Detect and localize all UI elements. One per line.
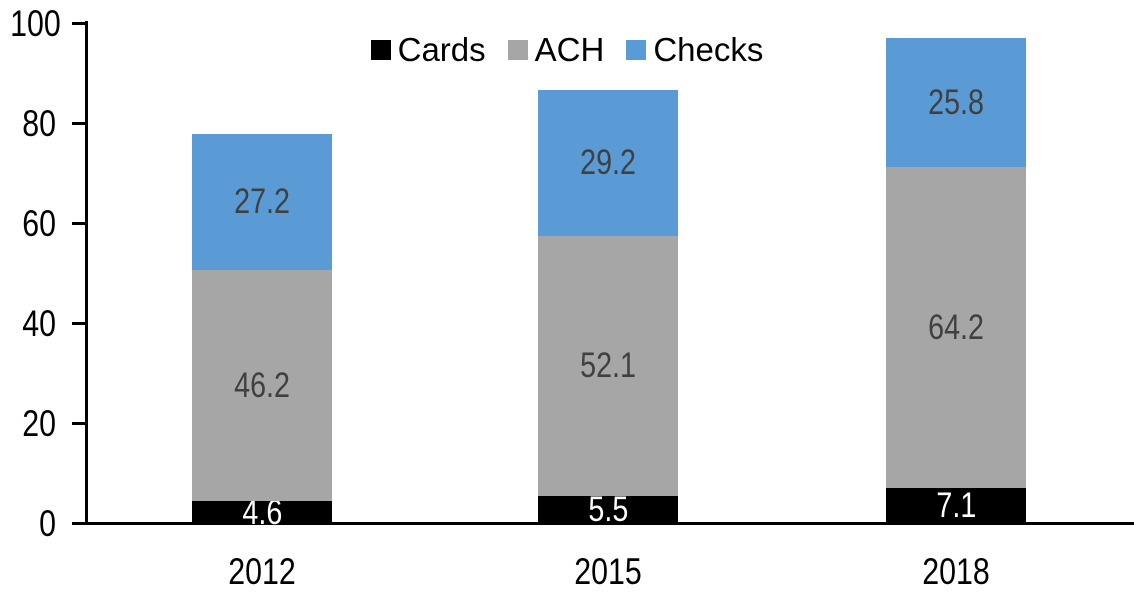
y-axis-tick	[72, 322, 85, 325]
bar-segment-checks-2012: 27.2	[192, 133, 332, 270]
bar-value-label: 46.2	[234, 365, 290, 405]
legend-swatch-ach-icon	[507, 40, 528, 60]
bar-value-label: 25.8	[928, 83, 984, 122]
bar-value-label: 27.2	[234, 182, 290, 221]
y-axis-line	[85, 21, 88, 525]
y-axis-tick	[72, 22, 85, 25]
legend-item-ach: ACH	[507, 31, 605, 69]
legend-label: ACH	[534, 31, 605, 68]
legend-label: Cards	[397, 31, 486, 68]
y-axis-tick-label: 60	[22, 202, 56, 244]
bar-value-label: 52.1	[580, 346, 636, 386]
bar-value-label: 5.5	[588, 490, 628, 530]
legend-item-checks: Checks	[626, 31, 763, 69]
bar-value-label: 29.2	[580, 143, 636, 182]
x-axis-label-2015: 2015	[574, 551, 642, 592]
bar-value-label: 7.1	[936, 486, 976, 526]
bar-segment-cards-2015: 5.5	[538, 492, 678, 527]
x-axis-line	[72, 522, 1134, 525]
y-axis-tick-label: 80	[22, 102, 56, 144]
y-axis-tick	[72, 222, 85, 225]
bar-segment-ach-2015: 52.1	[538, 235, 678, 496]
bar-value-label: 64.2	[928, 308, 984, 347]
bar-segment-ach-2018: 64.2	[886, 167, 1026, 488]
legend-label: Checks	[653, 31, 764, 68]
y-axis-tick-label: 0	[39, 502, 56, 544]
legend: Cards ACH Checks	[0, 31, 1134, 69]
bar-segment-ach-2012: 46.2	[192, 269, 332, 501]
bar-segment-checks-2018: 25.8	[886, 38, 1026, 167]
x-axis-label-2018: 2018	[922, 551, 990, 592]
y-axis-tick	[72, 522, 85, 525]
y-axis-tick	[72, 122, 85, 125]
legend-swatch-cards-icon	[370, 40, 391, 60]
y-axis-tick	[72, 422, 85, 425]
bar-segment-cards-2018: 7.1	[886, 488, 1026, 524]
bar-segment-checks-2015: 29.2	[538, 89, 678, 236]
legend-swatch-checks-icon	[626, 40, 647, 60]
legend-item-cards: Cards	[370, 31, 486, 69]
y-axis-tick-label: 40	[22, 302, 56, 344]
x-axis-label-2012: 2012	[228, 551, 296, 592]
y-axis-tick-label: 100	[10, 2, 61, 44]
bar-segment-cards-2012: 4.6	[192, 495, 332, 530]
y-axis-tick-label: 20	[22, 402, 56, 444]
